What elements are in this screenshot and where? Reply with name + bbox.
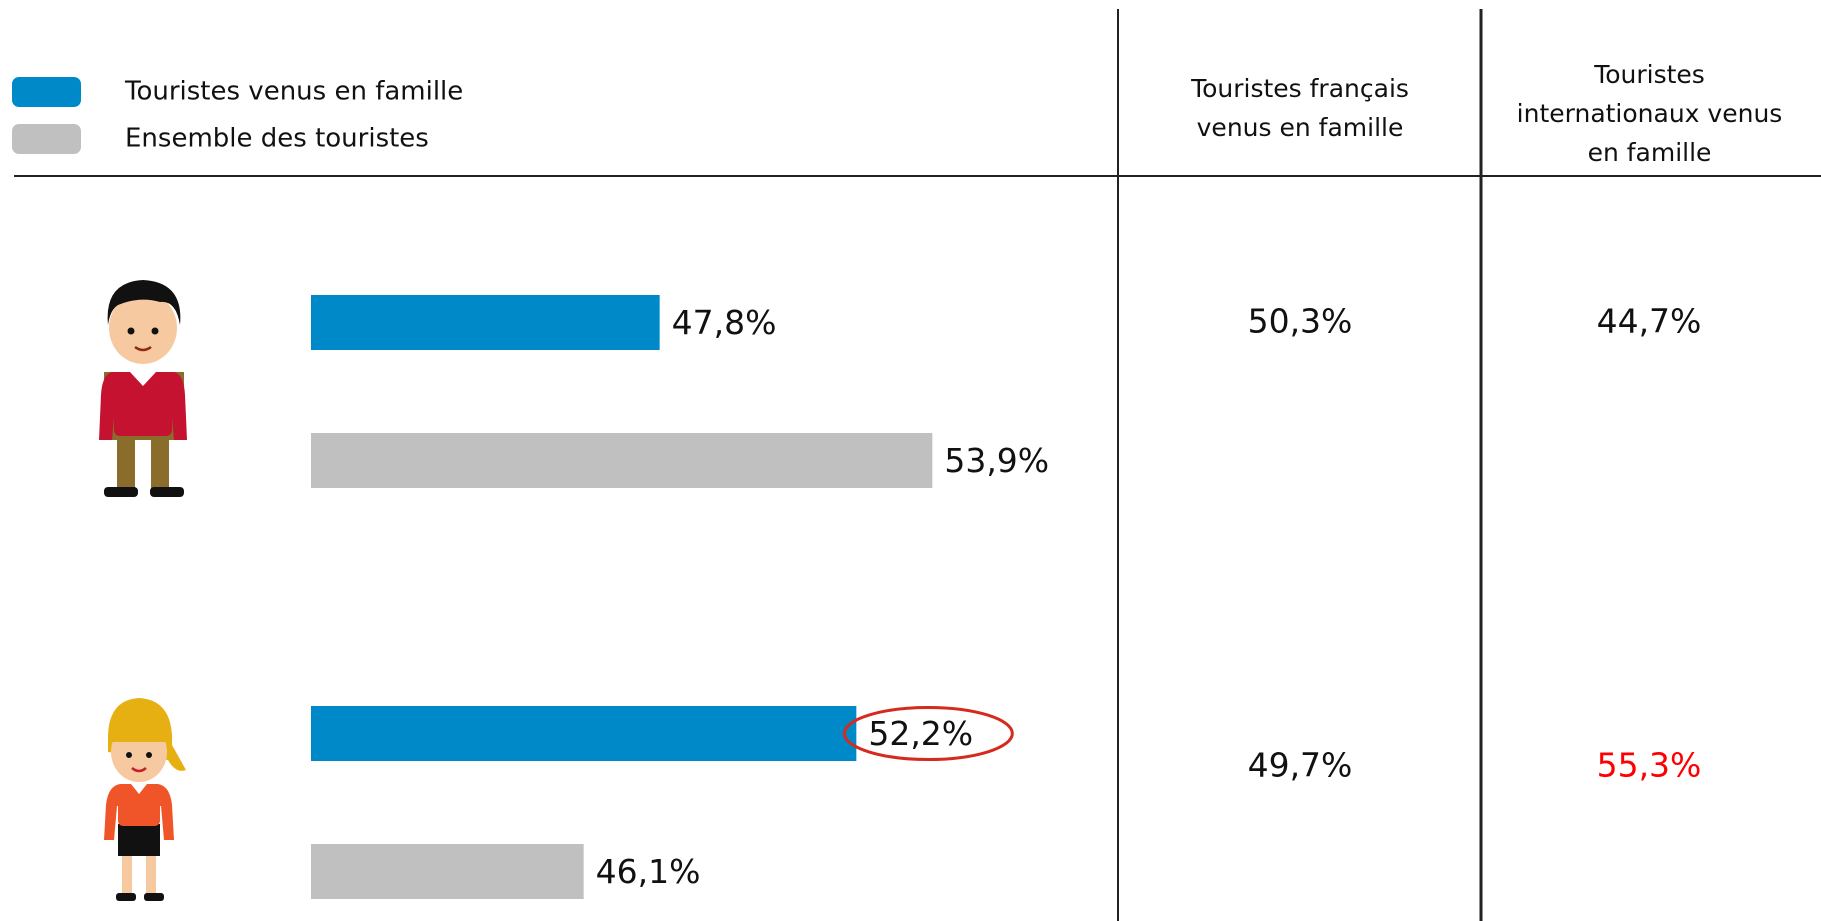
column-header: Touristes internationaux venus en famill… xyxy=(1516,60,1783,167)
bar xyxy=(311,295,660,350)
legend-label: Ensemble des touristes xyxy=(125,124,429,154)
highlight-circle xyxy=(842,706,1014,761)
value-label: 46,1% xyxy=(596,852,701,891)
legend-swatch xyxy=(12,124,81,154)
bar xyxy=(311,844,584,899)
legend-label: Touristes venus en famille xyxy=(124,77,463,107)
bar xyxy=(311,433,933,488)
male-icon xyxy=(99,280,187,497)
value-label: 53,9% xyxy=(944,441,1049,480)
value-label: 52,2% xyxy=(868,714,973,753)
bar xyxy=(311,706,857,761)
table-value: 50,3% xyxy=(1248,302,1353,341)
table-value: 49,7% xyxy=(1248,746,1353,785)
table-value: 44,7% xyxy=(1597,302,1702,341)
table-value: 55,3% xyxy=(1597,746,1702,785)
value-label: 47,8% xyxy=(672,303,777,342)
female-icon xyxy=(104,698,186,901)
legend-swatch xyxy=(12,77,81,107)
column-header: Touristes français venus en famille xyxy=(1191,74,1409,142)
